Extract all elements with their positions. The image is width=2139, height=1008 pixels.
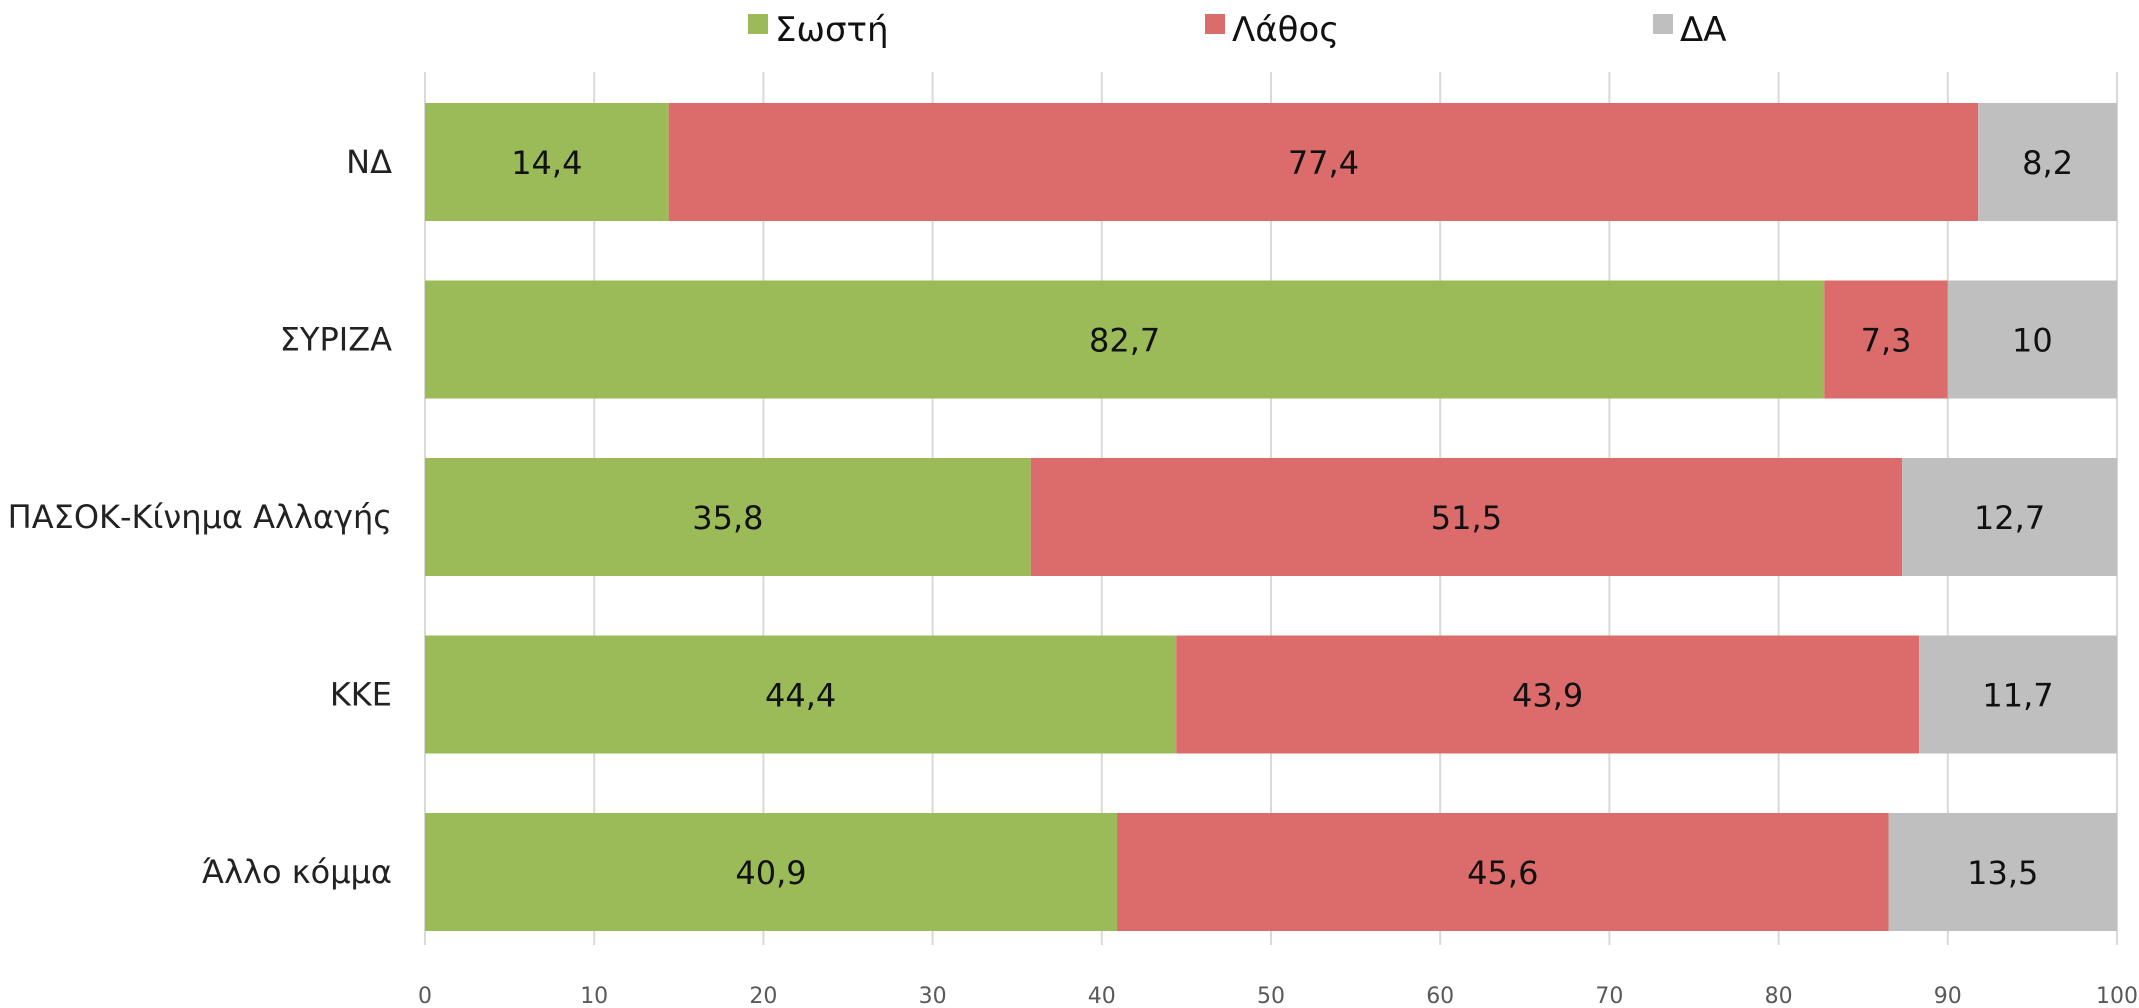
category-labels: ΝΔ ΣΥΡΙΖΑ ΠΑΣΟΚ-Κίνημα Αλλαγής ΚΚΕ Άλλο κόμμ…	[8, 143, 392, 891]
x-tick-label: 0	[418, 984, 432, 1008]
x-axis: 0 10 20 30 40 50 60 70 80 90 100	[418, 984, 2138, 1008]
bar-segment	[425, 103, 669, 221]
data-labels: 14,4 77,4 8,2 82,7 7,3 10 35,8 51,5 12,7 44,4 43,9…	[511, 144, 2073, 892]
bar-segment	[1978, 103, 2117, 221]
bar-segment	[1888, 813, 2117, 931]
x-tick-label: 100	[2096, 984, 2138, 1008]
data-label: 11,7	[1982, 677, 2053, 715]
category-label: ΚΚΕ	[330, 676, 392, 714]
bar-segment	[668, 103, 1979, 221]
legend-label: Σωστή	[775, 10, 889, 50]
legend-label: Λάθος	[1232, 10, 1339, 50]
data-label: 10	[2012, 322, 2053, 360]
x-tick-label: 70	[1595, 984, 1623, 1008]
data-label: 44,4	[765, 677, 836, 715]
x-tick-label: 10	[580, 984, 608, 1008]
legend: Σωστή Λάθος ΔΑ	[748, 10, 1727, 50]
legend-swatch	[1205, 14, 1225, 34]
x-tick-label: 80	[1765, 984, 1793, 1008]
bar-segments	[425, 103, 2117, 931]
x-tick-label: 50	[1257, 984, 1285, 1008]
x-tick-label: 90	[1934, 984, 1962, 1008]
data-label: 51,5	[1431, 499, 1502, 537]
x-tick-label: 20	[749, 984, 777, 1008]
x-tick-label: 60	[1426, 984, 1454, 1008]
legend-swatch	[748, 14, 768, 34]
bar-segment	[425, 280, 1825, 399]
data-label: 40,9	[735, 854, 806, 892]
bar-segment	[425, 813, 1118, 931]
bar-segment	[1824, 280, 1948, 399]
category-label: ΝΔ	[346, 143, 392, 181]
bar-segment	[1117, 813, 1889, 931]
legend-swatch	[1653, 14, 1673, 34]
data-label: 13,5	[1967, 854, 2038, 892]
data-label: 35,8	[692, 499, 763, 537]
data-label: 8,2	[2022, 144, 2073, 182]
data-label: 45,6	[1467, 854, 1538, 892]
bar-segment	[1030, 458, 1903, 576]
bar-segment	[1176, 635, 1920, 754]
data-label: 7,3	[1861, 322, 1912, 360]
bar-segment	[1902, 458, 2117, 576]
bar-segment	[1947, 280, 2117, 399]
category-label: ΣΥΡΙΖΑ	[280, 321, 392, 359]
data-label: 14,4	[511, 144, 582, 182]
category-label: Άλλο κόμμα	[202, 853, 392, 891]
data-label: 77,4	[1288, 144, 1359, 182]
bar-segment	[1919, 635, 2117, 754]
legend-label: ΔΑ	[1680, 10, 1727, 50]
bar-segment	[425, 635, 1177, 754]
data-label: 82,7	[1089, 322, 1160, 360]
bar-segment	[425, 458, 1031, 576]
x-tick-label: 30	[919, 984, 947, 1008]
category-label: ΠΑΣΟΚ-Κίνημα Αλλαγής	[8, 498, 392, 536]
data-label: 12,7	[1974, 499, 2045, 537]
x-tick-label: 40	[1088, 984, 1116, 1008]
data-label: 43,9	[1512, 677, 1583, 715]
